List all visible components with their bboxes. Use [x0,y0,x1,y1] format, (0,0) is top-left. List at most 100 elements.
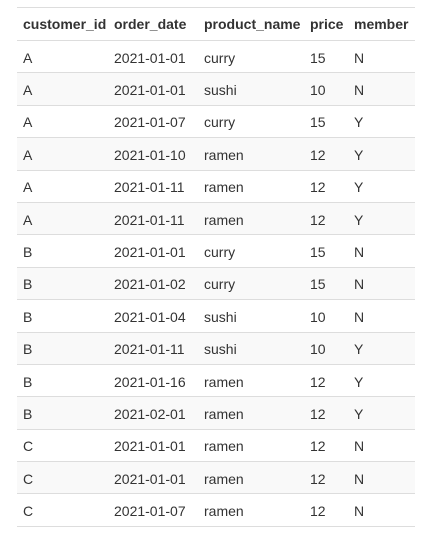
cell-product-name: ramen [198,396,304,430]
cell-price: 12 [304,170,348,203]
cell-order-date: 2021-01-11 [108,170,198,203]
header-row: customer_id order_date product_name pric… [17,7,415,41]
cell-customer-id: B [17,396,108,430]
cell-product-name: ramen [198,461,304,495]
data-table-container: customer_id order_date product_name pric… [17,7,415,527]
cell-price: 12 [304,429,348,463]
table-row: A 2021-01-11 ramen 12 Y [17,202,415,236]
cell-price: 15 [304,40,348,74]
table-row: B 2021-01-16 ramen 12 Y [17,364,415,398]
cell-order-date: 2021-01-01 [108,234,198,268]
cell-customer-id: C [17,461,108,495]
cell-product-name: curry [198,234,304,268]
cell-order-date: 2021-01-07 [108,493,198,527]
cell-member: N [348,429,415,463]
cell-customer-id: A [17,202,108,236]
cell-product-name: curry [198,267,304,301]
cell-price: 15 [304,105,348,139]
orders-table: customer_id order_date product_name pric… [17,7,415,527]
cell-price: 15 [304,234,348,268]
cell-order-date: 2021-01-11 [108,202,198,236]
cell-order-date: 2021-01-11 [108,332,198,365]
table-row: C 2021-01-01 ramen 12 N [17,461,415,495]
table-header: customer_id order_date product_name pric… [17,7,415,41]
cell-price: 12 [304,493,348,527]
column-header-order-date[interactable]: order_date [108,7,198,41]
column-header-price[interactable]: price [304,7,348,41]
cell-member: Y [348,137,415,171]
cell-member: Y [348,170,415,203]
cell-customer-id: C [17,493,108,527]
cell-customer-id: A [17,40,108,74]
cell-member: N [348,72,415,106]
table-row: A 2021-01-01 curry 15 N [17,40,415,74]
cell-price: 10 [304,332,348,365]
cell-price: 15 [304,267,348,301]
cell-order-date: 2021-01-01 [108,72,198,106]
cell-product-name: curry [198,105,304,139]
cell-customer-id: A [17,137,108,171]
table-row: B 2021-01-02 curry 15 N [17,267,415,301]
cell-product-name: ramen [198,202,304,236]
cell-member: Y [348,105,415,139]
cell-order-date: 2021-01-10 [108,137,198,171]
cell-product-name: ramen [198,364,304,398]
cell-member: Y [348,396,415,430]
cell-customer-id: C [17,429,108,463]
cell-order-date: 2021-01-01 [108,40,198,74]
cell-member: N [348,267,415,301]
table-row: C 2021-01-01 ramen 12 N [17,429,415,463]
cell-product-name: sushi [198,332,304,365]
cell-price: 10 [304,72,348,106]
cell-customer-id: B [17,234,108,268]
column-header-customer-id[interactable]: customer_id [17,7,108,41]
cell-price: 12 [304,202,348,236]
table-row: B 2021-02-01 ramen 12 Y [17,396,415,430]
cell-customer-id: B [17,332,108,365]
cell-order-date: 2021-02-01 [108,396,198,430]
cell-member: Y [348,332,415,365]
table-row: A 2021-01-11 ramen 12 Y [17,170,415,203]
table-row: A 2021-01-10 ramen 12 Y [17,137,415,171]
table-row: B 2021-01-11 sushi 10 Y [17,332,415,365]
cell-price: 12 [304,461,348,495]
cell-member: N [348,493,415,527]
cell-member: N [348,40,415,74]
table-row: B 2021-01-01 curry 15 N [17,234,415,268]
cell-customer-id: A [17,105,108,139]
cell-product-name: ramen [198,429,304,463]
cell-order-date: 2021-01-04 [108,299,198,333]
cell-order-date: 2021-01-02 [108,267,198,301]
cell-product-name: ramen [198,493,304,527]
cell-product-name: ramen [198,170,304,203]
cell-order-date: 2021-01-01 [108,461,198,495]
cell-product-name: sushi [198,299,304,333]
cell-member: N [348,299,415,333]
table-row: A 2021-01-07 curry 15 Y [17,105,415,139]
cell-member: Y [348,364,415,398]
cell-price: 12 [304,137,348,171]
cell-member: N [348,461,415,495]
cell-customer-id: A [17,72,108,106]
cell-product-name: sushi [198,72,304,106]
cell-order-date: 2021-01-16 [108,364,198,398]
cell-customer-id: B [17,299,108,333]
cell-member: N [348,234,415,268]
cell-member: Y [348,202,415,236]
cell-order-date: 2021-01-07 [108,105,198,139]
table-row: B 2021-01-04 sushi 10 N [17,299,415,333]
cell-product-name: curry [198,40,304,74]
table-row: C 2021-01-07 ramen 12 N [17,493,415,527]
table-row: A 2021-01-01 sushi 10 N [17,72,415,106]
table-body: A 2021-01-01 curry 15 N A 2021-01-01 sushi 10 N A 2… [17,40,415,527]
cell-product-name: ramen [198,137,304,171]
cell-price: 12 [304,396,348,430]
cell-price: 12 [304,364,348,398]
cell-order-date: 2021-01-01 [108,429,198,463]
cell-customer-id: B [17,267,108,301]
cell-customer-id: B [17,364,108,398]
column-header-product-name[interactable]: product_name [198,7,304,41]
column-header-member[interactable]: member [348,7,415,41]
cell-price: 10 [304,299,348,333]
cell-customer-id: A [17,170,108,203]
